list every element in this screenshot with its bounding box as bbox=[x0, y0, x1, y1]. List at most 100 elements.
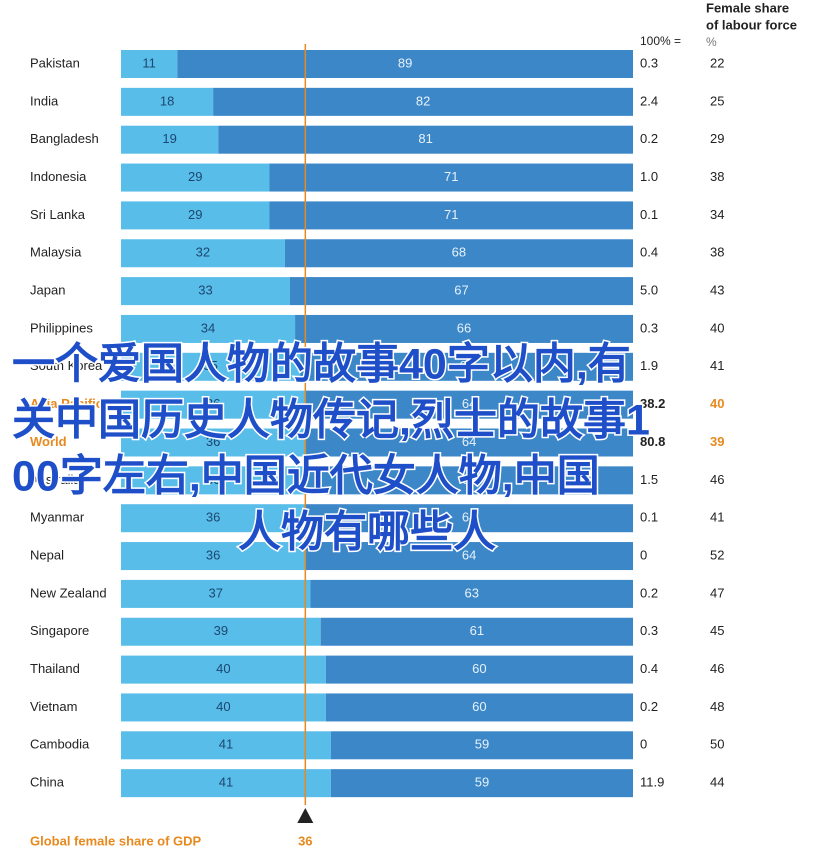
column-value: 40 bbox=[710, 396, 724, 411]
bar-segment bbox=[300, 352, 633, 381]
column-value: 0.4 bbox=[640, 245, 658, 260]
category-label: Singapore bbox=[30, 623, 89, 638]
value-label: 34 bbox=[201, 320, 215, 335]
bar-segment bbox=[121, 617, 321, 646]
column-title: of labour force bbox=[706, 17, 797, 32]
column-value: 2.4 bbox=[640, 93, 658, 108]
overlay-text: 人物有哪些人 bbox=[238, 508, 496, 556]
bar-segment bbox=[213, 87, 633, 116]
bar-segment bbox=[121, 352, 301, 381]
column-value: 50 bbox=[710, 737, 724, 752]
column-title: Female share bbox=[706, 0, 789, 15]
column-value: 0.4 bbox=[640, 661, 658, 676]
value-label: 65 bbox=[459, 358, 473, 373]
overlay-text: 关中国历史人物传记,烈士的故事1 bbox=[12, 396, 650, 444]
column-value: 25 bbox=[710, 93, 724, 108]
value-label: 60 bbox=[472, 661, 486, 676]
column-value: 0 bbox=[640, 547, 647, 562]
category-label: Thailand bbox=[30, 661, 80, 676]
value-label: 59 bbox=[475, 737, 489, 752]
bar-segment bbox=[121, 731, 331, 760]
value-label: 64 bbox=[462, 472, 476, 487]
value-label: 64 bbox=[462, 396, 476, 411]
value-label: 36 bbox=[206, 396, 220, 411]
category-label: New Zealand bbox=[30, 585, 107, 600]
column-value: 0.2 bbox=[640, 699, 658, 714]
category-label: Pakistan bbox=[30, 55, 80, 70]
category-label: Japan bbox=[30, 283, 65, 298]
overlay-text: 00字左右,中国近代女人物,中国 bbox=[12, 452, 600, 500]
column-value: 34 bbox=[710, 207, 724, 222]
category-label: India bbox=[30, 93, 59, 108]
bar-segment bbox=[121, 542, 306, 571]
category-label: Malaysia bbox=[30, 245, 82, 260]
bar-segment bbox=[218, 125, 633, 154]
value-label: 61 bbox=[470, 623, 484, 638]
bar-segment bbox=[121, 239, 285, 268]
bar-segment bbox=[295, 314, 633, 343]
value-label: 32 bbox=[196, 245, 210, 260]
value-label: 64 bbox=[462, 434, 476, 449]
category-label: South Korea bbox=[30, 358, 103, 373]
bar-segment bbox=[330, 731, 633, 760]
value-label: 64 bbox=[462, 510, 476, 525]
column-value: 11.9 bbox=[640, 775, 664, 790]
category-label: Philippines bbox=[30, 320, 93, 335]
value-label: 59 bbox=[475, 775, 489, 790]
column-value: 41 bbox=[710, 510, 724, 525]
column-value: 38.2 bbox=[640, 396, 665, 411]
bar-segment bbox=[121, 655, 326, 684]
bar-segment bbox=[121, 428, 306, 457]
bar-segment bbox=[121, 504, 306, 533]
bar-segment bbox=[121, 314, 296, 343]
value-label: 82 bbox=[416, 93, 430, 108]
reference-value: 36 bbox=[298, 833, 312, 848]
column-header: 100% = bbox=[640, 34, 681, 48]
value-label: 89 bbox=[398, 55, 412, 70]
value-label: 71 bbox=[444, 207, 458, 222]
value-label: 39 bbox=[214, 623, 228, 638]
column-value: 1.0 bbox=[640, 169, 658, 184]
column-value: 0.3 bbox=[640, 320, 658, 335]
value-label: 40 bbox=[216, 699, 230, 714]
bar-segment bbox=[305, 428, 633, 457]
category-label: Myanmar bbox=[30, 510, 85, 525]
column-value: 29 bbox=[710, 131, 724, 146]
value-label: 64 bbox=[462, 547, 476, 562]
value-label: 35 bbox=[203, 358, 217, 373]
column-value: 48 bbox=[710, 699, 724, 714]
column-header: % bbox=[706, 35, 717, 49]
bar-segment bbox=[121, 769, 331, 798]
value-label: 63 bbox=[464, 585, 478, 600]
column-value: 46 bbox=[710, 472, 724, 487]
column-value: 46 bbox=[710, 661, 724, 676]
bar-segment bbox=[325, 693, 633, 722]
column-value: 44 bbox=[710, 775, 724, 790]
category-label: Bangladesh bbox=[30, 131, 99, 146]
column-value: 52 bbox=[710, 547, 724, 562]
column-value: 0.3 bbox=[640, 55, 658, 70]
bar-segment bbox=[121, 50, 178, 78]
value-label: 36 bbox=[206, 547, 220, 562]
value-label: 68 bbox=[452, 245, 466, 260]
value-label: 36 bbox=[206, 510, 220, 525]
value-label: 29 bbox=[188, 169, 202, 184]
bar-segment bbox=[269, 163, 633, 192]
value-label: 66 bbox=[457, 320, 471, 335]
column-value: 0 bbox=[640, 737, 647, 752]
column-value: 1.9 bbox=[640, 358, 658, 373]
category-label: World bbox=[30, 434, 67, 449]
value-label: 41 bbox=[219, 775, 233, 790]
column-value: 43 bbox=[710, 283, 724, 298]
column-value: 41 bbox=[710, 358, 724, 373]
column-value: 5.0 bbox=[640, 283, 658, 298]
category-label: Indonesia bbox=[30, 169, 87, 184]
value-label: 37 bbox=[208, 585, 222, 600]
bar-segment bbox=[121, 163, 270, 192]
value-label: 36 bbox=[206, 472, 220, 487]
value-label: 11 bbox=[142, 55, 156, 70]
bar-segment bbox=[310, 579, 633, 608]
category-label: Vietnam bbox=[30, 699, 77, 714]
